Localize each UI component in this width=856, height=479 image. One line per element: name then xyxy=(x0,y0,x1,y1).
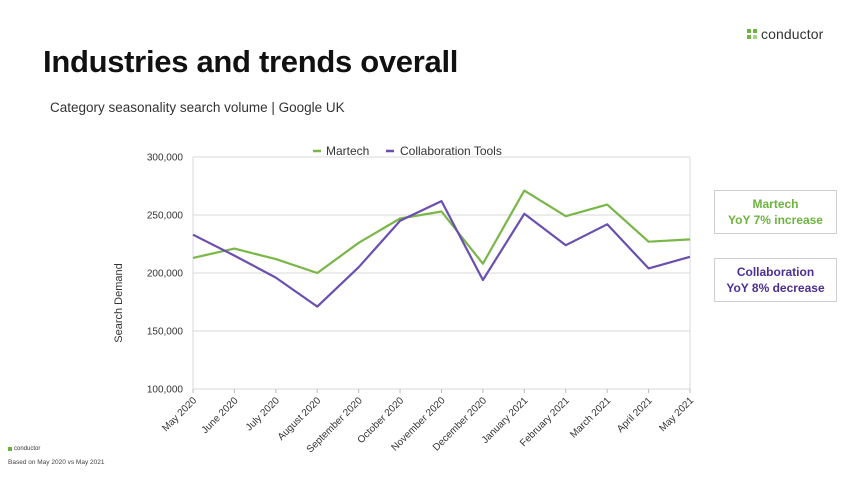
y-tick-label: 200,000 xyxy=(147,269,184,280)
page-title: Industries and trends overall xyxy=(43,44,459,79)
legend-label: Collaboration Tools xyxy=(400,144,502,158)
collaboration-callout-change: YoY 8% decrease xyxy=(726,281,825,295)
martech-callout-title: Martech xyxy=(752,197,799,211)
x-tick-label: June 2020 xyxy=(200,395,241,436)
footer-logo-icon xyxy=(8,447,12,451)
footer-logo: conductor xyxy=(8,446,40,452)
conductor-logo-icon xyxy=(747,29,757,39)
legend-label: Martech xyxy=(326,144,369,158)
logo-text: conductor xyxy=(761,26,824,42)
collaboration-callout-title: Collaboration xyxy=(736,265,815,279)
martech-callout: Martech YoY 7% increase xyxy=(714,190,837,234)
series-line-collaboration-tools xyxy=(192,200,691,308)
page-subtitle: Category seasonality search volume | Goo… xyxy=(50,100,345,115)
y-tick-label: 100,000 xyxy=(147,385,184,396)
y-tick-label: 300,000 xyxy=(147,153,184,164)
x-tick-label: April 2021 xyxy=(615,395,655,435)
martech-callout-change: YoY 7% increase xyxy=(728,213,823,227)
y-tick-label: 150,000 xyxy=(147,327,184,338)
conductor-logo: conductor xyxy=(747,26,823,42)
x-tick-label: July 2020 xyxy=(244,395,282,433)
footnote: Based on May 2020 vs May 2021 xyxy=(8,459,105,466)
x-tick-label: May 2021 xyxy=(657,395,696,434)
collaboration-callout: Collaboration YoY 8% decrease xyxy=(714,258,837,302)
x-tick-label: May 2020 xyxy=(160,395,199,434)
y-tick-label: 250,000 xyxy=(147,211,184,222)
footer-logo-text: conductor xyxy=(14,446,41,452)
y-axis-label: Search Demand xyxy=(113,263,125,343)
series-line-martech xyxy=(192,189,691,275)
x-tick-label: March 2021 xyxy=(568,395,613,440)
